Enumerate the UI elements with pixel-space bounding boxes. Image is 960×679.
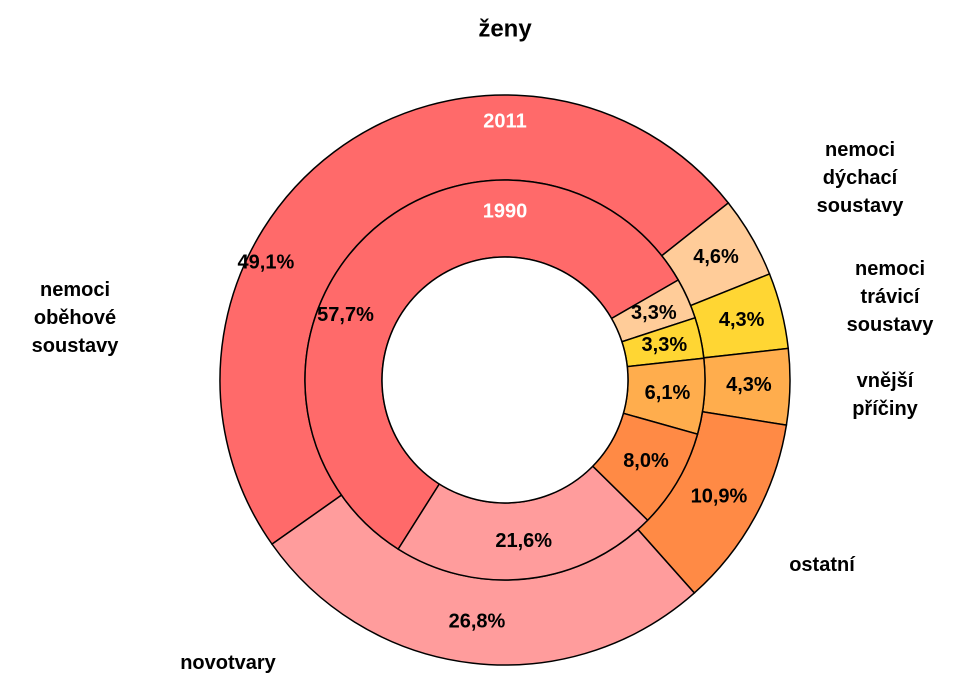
category-label: nemoci oběhové soustavy <box>31 279 119 357</box>
value-label: 6,1% <box>645 382 691 404</box>
value-label: 21,6% <box>495 530 552 552</box>
ring-label: 2011 <box>483 110 526 132</box>
category-label: ostatní <box>789 554 855 576</box>
value-label: 49,1% <box>238 252 295 274</box>
value-label: 4,6% <box>693 246 739 268</box>
value-label: 10,9% <box>691 486 748 508</box>
value-label: 26,8% <box>449 611 506 633</box>
hole <box>381 256 629 504</box>
value-label: 4,3% <box>726 374 772 396</box>
value-label: 3,3% <box>642 334 688 356</box>
category-label: vnější příčiny <box>852 370 918 420</box>
category-label: nemoci dýchací soustavy <box>816 139 904 217</box>
category-label: novotvary <box>180 652 276 674</box>
value-label: 8,0% <box>623 450 669 472</box>
value-label: 4,3% <box>719 309 765 331</box>
value-label: 3,3% <box>631 302 677 324</box>
ring-label: 1990 <box>483 200 528 222</box>
chart-title: ženy <box>478 15 532 42</box>
value-label: 57,7% <box>317 304 374 326</box>
category-label: nemoci trávicí soustavy <box>846 258 934 336</box>
